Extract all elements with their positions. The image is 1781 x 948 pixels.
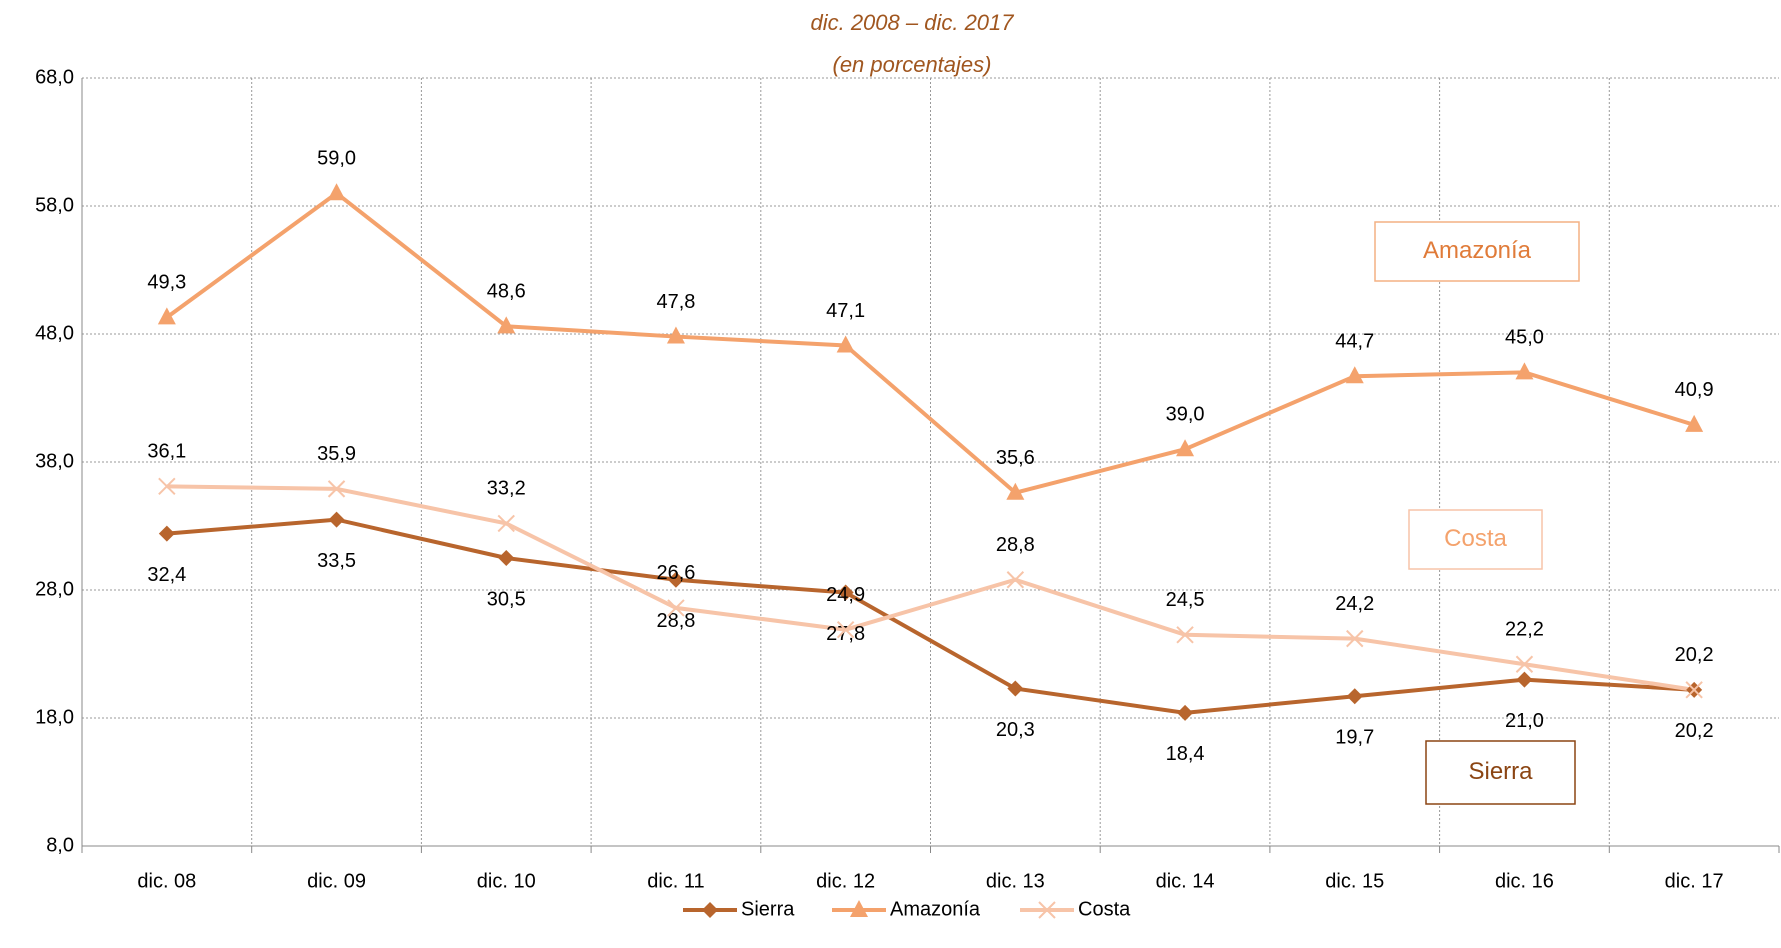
data-label: 47,1	[826, 300, 865, 322]
data-label: 44,7	[1335, 331, 1374, 353]
data-label: 19,7	[1335, 727, 1374, 749]
y-tick-label: 28,0	[35, 578, 74, 600]
marker	[836, 620, 855, 639]
marker	[667, 571, 684, 588]
marker	[158, 525, 175, 542]
marker	[497, 316, 516, 334]
marker	[1006, 482, 1025, 500]
marker	[837, 584, 854, 601]
annotation-box	[1408, 509, 1543, 570]
x-tick-label: dic. 08	[137, 870, 196, 892]
y-tick-label: 38,0	[35, 450, 74, 472]
data-label: 26,6	[656, 562, 695, 584]
series-line	[166, 484, 1695, 692]
legend-label: Costa	[1078, 898, 1131, 920]
marker	[1345, 366, 1364, 384]
marker	[327, 480, 346, 498]
data-label: 30,5	[487, 588, 526, 610]
y-tick-label: 48,0	[35, 322, 74, 344]
marker	[1176, 439, 1195, 457]
chart-title: dic. 2008 – dic. 2017	[810, 10, 1014, 35]
marker	[328, 511, 345, 528]
data-label: 24,9	[826, 584, 865, 606]
data-label: 33,2	[487, 478, 526, 500]
data-label: 28,8	[656, 610, 695, 632]
marker	[836, 335, 855, 353]
y-tick-label: 8,0	[46, 834, 74, 856]
series-line	[165, 190, 1695, 495]
data-label: 33,5	[317, 550, 356, 572]
data-label: 20,3	[996, 719, 1035, 741]
x-tick-label: dic. 12	[816, 870, 875, 892]
y-tick-label: 58,0	[35, 194, 74, 216]
x-tick-label: dic. 15	[1325, 870, 1384, 892]
data-label: 39,0	[1166, 403, 1205, 425]
x-tick-label: dic. 09	[307, 870, 366, 892]
data-label: 36,1	[147, 441, 186, 463]
marker	[1176, 626, 1194, 644]
annotation: Amazonía	[1423, 237, 1532, 264]
marker	[1177, 704, 1194, 721]
marker	[666, 326, 685, 344]
marker	[1515, 362, 1534, 380]
data-label: 27,8	[826, 623, 865, 645]
marker	[497, 514, 515, 533]
x-tick-label: dic. 13	[986, 870, 1045, 892]
marker	[1515, 655, 1534, 673]
marker	[1685, 414, 1704, 432]
annotation-box	[1374, 221, 1580, 282]
x-tick-label: dic. 16	[1495, 870, 1554, 892]
x-tick-label: dic. 10	[477, 870, 536, 892]
marker	[1346, 629, 1364, 648]
data-label: 32,4	[147, 564, 186, 586]
data-label: 35,6	[996, 447, 1035, 469]
marker	[498, 550, 515, 566]
annotation: Costa	[1444, 525, 1507, 552]
data-label: 45,0	[1505, 327, 1544, 349]
annotation: Sierra	[1468, 758, 1533, 785]
data-label: 21,0	[1505, 710, 1544, 732]
data-label: 28,8	[996, 534, 1035, 556]
data-label: 18,4	[1166, 743, 1205, 765]
data-label: 40,9	[1675, 379, 1714, 401]
legend-label: Sierra	[741, 898, 795, 920]
marker	[1346, 688, 1363, 705]
marker	[1038, 901, 1056, 919]
marker	[327, 183, 346, 201]
data-label: 48,6	[487, 281, 526, 303]
x-tick-label: dic. 14	[1156, 870, 1215, 892]
legend-label: Amazonía	[890, 898, 981, 920]
annotation-box	[1425, 740, 1576, 805]
data-label: 49,3	[147, 272, 186, 294]
marker	[157, 307, 176, 325]
x-tick-label: dic. 17	[1665, 870, 1724, 892]
marker	[1007, 680, 1024, 697]
y-tick-label: 68,0	[35, 66, 74, 88]
data-label: 35,9	[317, 443, 356, 465]
marker	[1006, 571, 1025, 589]
data-label: 24,5	[1166, 589, 1205, 611]
data-label: 20,2	[1675, 644, 1714, 666]
x-tick-label: dic. 11	[647, 870, 704, 892]
marker	[1516, 671, 1533, 688]
series-line	[166, 517, 1695, 715]
data-label: 59,0	[317, 147, 356, 169]
marker	[1685, 681, 1703, 699]
data-label: 24,2	[1335, 593, 1374, 615]
chart-subtitle: (en porcentajes)	[833, 52, 992, 77]
data-label: 20,2	[1675, 720, 1714, 742]
marker	[702, 902, 718, 918]
marker	[158, 477, 176, 496]
marker	[667, 599, 685, 617]
y-tick-label: 18,0	[35, 706, 74, 728]
data-label: 22,2	[1505, 619, 1544, 641]
data-label: 47,8	[656, 291, 695, 313]
marker	[850, 900, 868, 917]
